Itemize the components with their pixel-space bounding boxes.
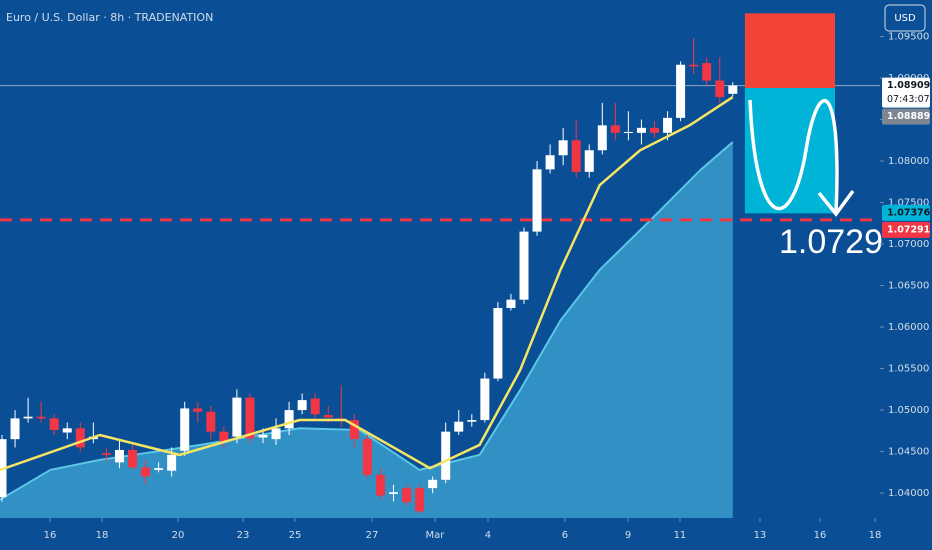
y-tick-label: 1.06000 [888,322,929,333]
candle-body [154,468,164,470]
candle-body [532,169,542,232]
x-tick-label: 25 [289,530,302,541]
y-tick-label: 1.07000 [888,239,929,250]
candle-body [23,416,33,419]
x-tick-label: 18 [96,530,109,541]
candle-body [232,397,242,437]
price-tag-label: 1.07376 [887,207,931,218]
target-annotation: 1.0729 [779,223,883,261]
x-tick-label: 13 [754,530,767,541]
y-tick-label: 1.05500 [888,364,929,375]
candle-body [219,431,229,442]
chart-title: Euro / U.S. Dollar · 8h · TRADENATION [6,11,213,24]
currency-button[interactable] [884,4,926,32]
candle-body [702,63,712,81]
candle-body [180,408,190,451]
candle-body [715,80,725,98]
x-tick-label: 16 [44,530,57,541]
price-tag-label: 1.08909 [887,80,930,91]
price-tag [882,77,930,108]
price-tag [882,204,930,221]
candle-body [114,449,124,463]
forecast-arrow [748,99,839,213]
candle-body [75,428,85,448]
x-tick-label: 27 [366,530,379,541]
y-tick-label: 1.05000 [888,405,929,416]
moving-average [0,96,734,472]
x-tick-label: 16 [814,530,827,541]
candle-body [519,231,529,300]
price-tag [882,108,930,125]
candle-body [36,416,46,419]
y-tick-label: 1.04000 [888,488,929,499]
candle-body [623,131,633,133]
x-tick-label: 11 [674,530,687,541]
candle-body [506,299,516,308]
y-tick-label: 1.09500 [888,32,929,43]
candle-body [467,420,477,422]
candle-body [480,378,490,421]
candle-body [271,428,281,440]
x-tick-label: Mar [426,530,446,541]
x-tick-label: 23 [237,530,250,541]
candle-body [375,474,385,496]
candle-body [676,64,686,118]
candle-body [571,140,581,172]
candle-body [127,449,137,468]
candle-body [610,125,620,133]
candle-body [584,150,594,172]
candle-body [258,434,268,438]
candle-body [545,155,555,170]
candle-body [297,400,307,411]
candle-body [101,453,111,455]
x-tick-label: 18 [869,530,882,541]
candle-body [415,488,425,512]
candle-body [245,397,255,439]
candle-body [649,127,659,133]
candle-body [10,418,20,440]
position-box [744,13,835,88]
candle-body [62,428,72,433]
x-tick-label: 20 [172,530,185,541]
candle-body [597,125,607,151]
candle-body [402,488,412,503]
candle-body [323,415,333,418]
price-tag [882,221,930,238]
candle-body [441,431,451,480]
candle-body [728,85,738,94]
candle-body [310,398,320,415]
price-axis: 1.04000 1.04500 1.05000 1.05500 1.06000 1.065… [44,32,931,541]
candle-body [454,421,464,432]
y-tick-label: 1.06500 [888,281,929,292]
candle-body [388,492,398,494]
price-tag-label: 1.07291 [887,224,930,235]
candle-body [193,408,203,412]
candle-body [689,64,699,67]
candle-body [167,454,177,471]
candle-body [284,410,294,429]
x-tick-label: 9 [625,530,631,541]
arrow-head [817,189,855,217]
candle-body [636,127,646,133]
price-tag-countdown: 07:43:07 [887,94,930,105]
y-tick-label: 1.07500 [888,198,929,209]
candle-body [49,418,59,431]
x-tick-label: 6 [562,530,568,541]
candle-body [663,117,673,133]
candle-body [428,479,438,489]
candle-body [493,307,503,379]
candle-body [362,439,372,475]
price-tag-label: 1.08889 [887,111,930,122]
y-tick-label: 1.04500 [888,447,929,458]
candle-body [558,140,568,156]
candle-body [349,420,359,440]
y-tick-label: 1.08000 [888,156,929,167]
indicator-area [0,142,733,518]
currency-label[interactable]: USD [894,13,916,24]
candle-body [141,467,151,477]
x-tick-label: 4 [485,530,491,541]
candle-body [206,411,216,432]
